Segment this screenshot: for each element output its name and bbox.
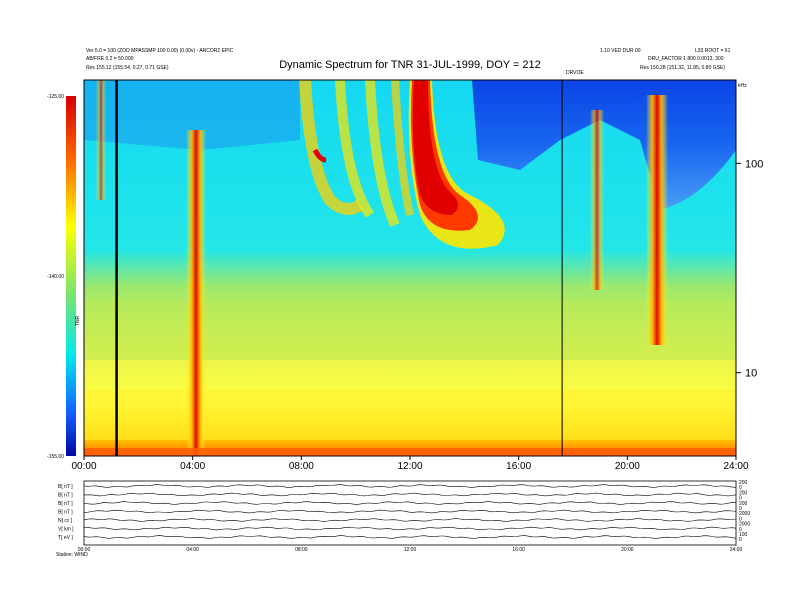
header-left-line1: Ver 5.0 = 100 (ZOO MPASSMP 100 0.00) (0.…	[86, 48, 234, 54]
lower-row-label: B[ nT ]	[58, 501, 73, 507]
lower-trace	[83, 526, 737, 531]
lower-right-scale: 0	[739, 485, 742, 491]
header-left-line3: Res 155.12 (155.54, 0.27, 0.71 GSE)	[86, 65, 169, 71]
lower-panel-frame	[83, 480, 737, 546]
lower-right-scale: 0	[739, 506, 742, 512]
burst-arc	[299, 80, 364, 215]
lower-right-scale: 200	[739, 501, 748, 507]
spectrum-band-yellow	[84, 390, 736, 440]
lower-panel: B[ nT ] B[ nT ] B[ nT ] B[ nT ] N[ cc ] V[ km…	[56, 480, 750, 558]
vertical-burst-21h	[646, 95, 668, 345]
bottom-noise	[84, 448, 736, 456]
colorbar-tick-label: -155.00	[47, 454, 64, 460]
header-left-line2: AB/FRE 0.2 = 50.000	[86, 56, 134, 62]
lower-right-scale: 200	[739, 490, 748, 496]
colorbar-tick-label: -125.00	[47, 94, 64, 100]
lower-right-scale: 200	[739, 480, 748, 486]
vertical-burst-04h	[186, 130, 206, 456]
lower-row-label: T[ eV ]	[58, 535, 73, 541]
burst-hotspot	[312, 148, 327, 163]
colorbar: -125.00 -140.00 -155.00 TNR	[47, 94, 81, 460]
lower-trace	[83, 518, 737, 522]
lower-x-tick-label: 24:00	[730, 547, 743, 553]
lower-x-tick-label: 20:00	[621, 547, 634, 553]
lower-right-scale: 100	[739, 532, 748, 538]
x-tick-label: 12:00	[397, 461, 422, 472]
lower-x-tick-label: 00:00	[78, 547, 91, 553]
y-tick-label: 100	[745, 158, 763, 170]
lower-trace	[83, 535, 737, 539]
y-tick-label: 10	[745, 368, 757, 380]
vertical-burst-19h	[590, 110, 604, 290]
burst-arc	[391, 80, 414, 216]
spectrum-band-green	[84, 300, 736, 360]
lower-trace	[83, 492, 737, 497]
lower-row-label: B[ nT ]	[58, 510, 73, 516]
header-right-top: L33 ROOT = 61	[695, 48, 731, 54]
burst-arc	[365, 80, 400, 228]
x-tick-label: 04:00	[180, 461, 205, 472]
y-unit-label: kHz	[738, 83, 747, 89]
colorbar-tick-label: -140.00	[47, 274, 64, 280]
lower-x-tick-label: 12:00	[404, 547, 417, 553]
x-tick-label: 16:00	[506, 461, 531, 472]
lower-row-label: N[ cc ]	[58, 518, 73, 524]
lower-right-scale: 0	[739, 537, 742, 543]
x-tick-label: 24:00	[723, 461, 748, 472]
noon-burst-center	[412, 80, 459, 215]
upper-left-blue	[84, 80, 300, 150]
lower-trace	[83, 501, 737, 505]
chart-title: Dynamic Spectrum for TNR 31-JUL-1999, DO…	[279, 59, 541, 71]
header-right-line1: 1.10 VED DUR 00	[600, 48, 641, 54]
spectrogram	[84, 80, 736, 456]
burst-arc	[335, 80, 375, 218]
colorbar-gradient	[66, 96, 76, 456]
lower-row-label: B[ nT ]	[58, 493, 73, 499]
marker-label: DRVOE	[566, 70, 584, 76]
lower-right-scale: 0	[739, 516, 742, 522]
lower-right-scale: 2000	[739, 522, 750, 528]
x-tick-label: 20:00	[615, 461, 640, 472]
header-right-line2: DRU_FACTOR 1 800 0.0013, 300	[648, 56, 724, 62]
lower-right-scale: 0	[739, 527, 742, 533]
lower-row-label: B[ nT ]	[58, 484, 73, 490]
colorbar-unit: TNR	[75, 315, 81, 326]
x-tick-label: 00:00	[71, 461, 96, 472]
lower-trace	[83, 509, 737, 514]
header-right-line3: Res 150.28 (151.32, 11.85, 0.80 GSE)	[640, 65, 725, 71]
lower-x-tick-label: 08:00	[295, 547, 308, 553]
lower-right-scale: 0	[739, 496, 742, 502]
lower-right-scale: 2000	[739, 511, 750, 517]
lower-footer: Station: WIND	[56, 552, 88, 558]
lower-x-tick-label: 04:00	[186, 547, 199, 553]
lower-trace	[83, 484, 737, 488]
x-tick-label: 08:00	[289, 461, 314, 472]
lower-x-tick-label: 16:00	[512, 547, 525, 553]
quiet-region	[472, 80, 736, 210]
vertical-burst-00h	[96, 80, 106, 200]
lower-row-label: V[ km ]	[58, 527, 74, 533]
